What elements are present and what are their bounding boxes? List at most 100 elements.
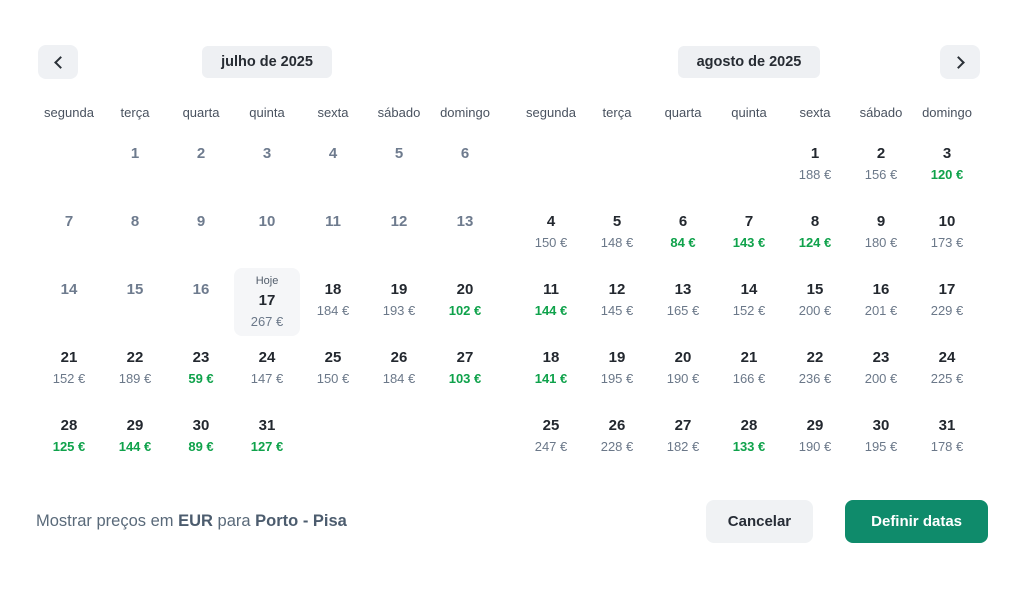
day-price: 189 € (118, 371, 152, 386)
weekday-label: terça (602, 105, 632, 120)
day-number: 9 (876, 213, 886, 230)
day-cell-agosto-26[interactable]: 26 228 € (584, 404, 650, 472)
chevron-left-icon (53, 55, 67, 69)
day-cell-agosto-2[interactable]: 2 156 € (848, 132, 914, 200)
day-number: 1 (130, 145, 140, 162)
day-cell-agosto-13[interactable]: 13 165 € (650, 268, 716, 336)
route-label: Porto - Pisa (255, 512, 347, 530)
day-cell-julho-28[interactable]: 28 125 € (36, 404, 102, 472)
day-cell-julho-3: 3 (234, 132, 300, 200)
day-cell-agosto-24[interactable]: 24 225 € (914, 336, 980, 404)
day-cell-agosto-10[interactable]: 10 173 € (914, 200, 980, 268)
day-cell-agosto-8[interactable]: 8 124 € (782, 200, 848, 268)
day-price: 148 € (600, 235, 634, 250)
day-cell-julho-27[interactable]: 27 103 € (432, 336, 498, 404)
day-number: 2 (876, 145, 886, 162)
day-cell-agosto-3[interactable]: 3 120 € (914, 132, 980, 200)
day-price: 225 € (930, 371, 964, 386)
day-cell-agosto-21[interactable]: 21 166 € (716, 336, 782, 404)
day-price: 102 € (448, 303, 482, 318)
day-cell-agosto-11[interactable]: 11 144 € (518, 268, 584, 336)
disclaimer-middle: para (212, 512, 256, 530)
day-cell-agosto-19[interactable]: 19 195 € (584, 336, 650, 404)
day-cell-julho-18[interactable]: 18 184 € (300, 268, 366, 336)
day-cell-agosto-18[interactable]: 18 141 € (518, 336, 584, 404)
day-cell-agosto-7[interactable]: 7 143 € (716, 200, 782, 268)
day-cell-agosto-31[interactable]: 31 178 € (914, 404, 980, 472)
day-number: 19 (608, 349, 626, 366)
weekday-label: segunda (526, 105, 576, 120)
set-dates-button[interactable]: Definir datas (845, 500, 988, 543)
day-cell-julho-25[interactable]: 25 150 € (300, 336, 366, 404)
day-number: 14 (60, 281, 78, 298)
day-cell-julho-7: 7 (36, 200, 102, 268)
day-number: 1 (810, 145, 820, 162)
day-cell-agosto-22[interactable]: 22 236 € (782, 336, 848, 404)
day-number: 29 (806, 417, 824, 434)
day-cell-julho-17[interactable]: Hoje 17 267 € (234, 268, 300, 336)
day-cell-agosto-30[interactable]: 30 195 € (848, 404, 914, 472)
day-cell-agosto-9[interactable]: 9 180 € (848, 200, 914, 268)
day-cell-agosto-4[interactable]: 4 150 € (518, 200, 584, 268)
day-cell-julho-1: 1 (102, 132, 168, 200)
weeks-grid: 1 2 3 4 5 6 7 8 9 10 11 12 13 14 15 16 Hoje 17 267 €18 184 … (36, 132, 498, 472)
day-price: 124 € (798, 235, 832, 250)
empty-cell (432, 404, 498, 472)
day-cell-julho-31[interactable]: 31 127 € (234, 404, 300, 472)
day-cell-agosto-20[interactable]: 20 190 € (650, 336, 716, 404)
day-number: 23 (872, 349, 890, 366)
day-price: 152 € (52, 371, 86, 386)
day-price: 195 € (864, 439, 898, 454)
day-cell-julho-20[interactable]: 20 102 € (432, 268, 498, 336)
empty-cell (716, 132, 782, 200)
day-price: 200 € (864, 371, 898, 386)
day-number: 16 (872, 281, 890, 298)
day-price: 184 € (382, 371, 416, 386)
day-number: 21 (740, 349, 758, 366)
empty-cell (36, 132, 102, 200)
week-row: 7 8 9 10 11 12 13 (36, 200, 498, 268)
day-cell-agosto-17[interactable]: 17 229 € (914, 268, 980, 336)
day-cell-agosto-15[interactable]: 15 200 € (782, 268, 848, 336)
weekday-label: quarta (664, 105, 702, 120)
day-cell-julho-30[interactable]: 30 89 € (168, 404, 234, 472)
day-cell-julho-29[interactable]: 29 144 € (102, 404, 168, 472)
day-cell-julho-24[interactable]: 24 147 € (234, 336, 300, 404)
day-cell-agosto-12[interactable]: 12 145 € (584, 268, 650, 336)
day-price: 180 € (864, 235, 898, 250)
day-number: 20 (674, 349, 692, 366)
day-cell-agosto-1[interactable]: 1 188 € (782, 132, 848, 200)
calendar-grids: segunda terça quarta quinta sexta sábado domin… (36, 79, 988, 472)
day-price: 195 € (600, 371, 634, 386)
day-number: 28 (60, 417, 78, 434)
day-cell-agosto-23[interactable]: 23 200 € (848, 336, 914, 404)
disclaimer-prefix: Mostrar preços em (36, 512, 179, 530)
day-cell-julho-19[interactable]: 19 193 € (366, 268, 432, 336)
cancel-button[interactable]: Cancelar (705, 500, 814, 543)
day-price: 200 € (798, 303, 832, 318)
day-price: 178 € (930, 439, 964, 454)
day-number: 10 (938, 213, 956, 230)
day-number: 22 (806, 349, 824, 366)
next-month-button[interactable] (940, 45, 980, 79)
day-cell-julho-23[interactable]: 23 59 € (168, 336, 234, 404)
prev-month-button[interactable] (38, 45, 78, 79)
day-cell-agosto-29[interactable]: 29 190 € (782, 404, 848, 472)
day-price: 173 € (930, 235, 964, 250)
day-number: 23 (192, 349, 210, 366)
day-price: 141 € (534, 371, 568, 386)
day-cell-agosto-16[interactable]: 16 201 € (848, 268, 914, 336)
day-number: 2 (196, 145, 206, 162)
day-cell-agosto-6[interactable]: 6 84 € (650, 200, 716, 268)
day-cell-julho-21[interactable]: 21 152 € (36, 336, 102, 404)
day-cell-agosto-27[interactable]: 27 182 € (650, 404, 716, 472)
day-cell-agosto-5[interactable]: 5 148 € (584, 200, 650, 268)
weekday-label: sábado (859, 105, 903, 120)
day-number: 16 (192, 281, 210, 298)
day-cell-agosto-28[interactable]: 28 133 € (716, 404, 782, 472)
day-number: 31 (258, 417, 276, 434)
day-cell-julho-26[interactable]: 26 184 € (366, 336, 432, 404)
day-cell-agosto-14[interactable]: 14 152 € (716, 268, 782, 336)
day-cell-agosto-25[interactable]: 25 247 € (518, 404, 584, 472)
day-cell-julho-22[interactable]: 22 189 € (102, 336, 168, 404)
